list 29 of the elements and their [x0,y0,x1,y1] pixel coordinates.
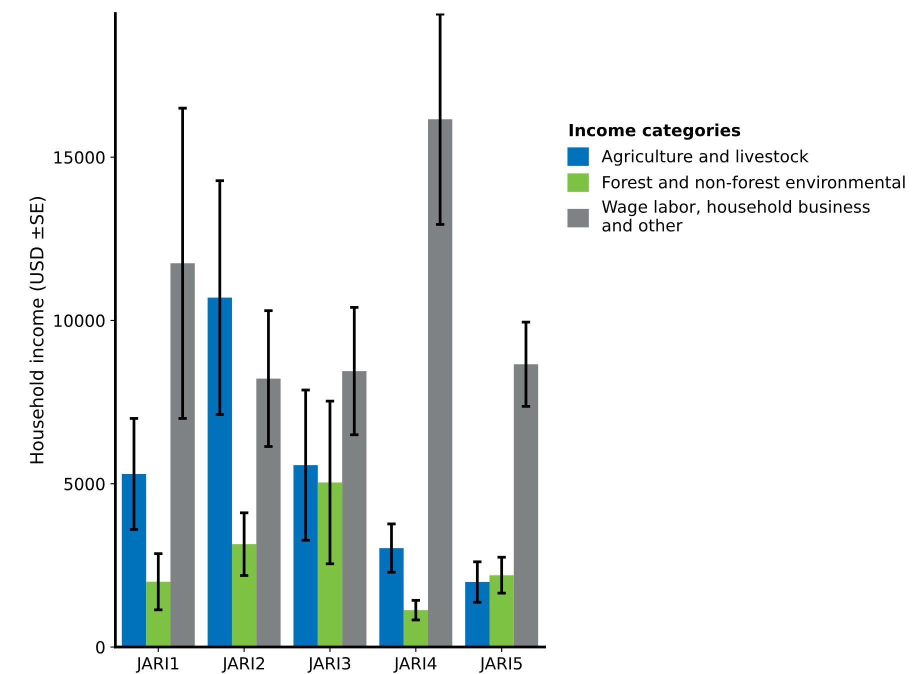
y-tick-label: 10000 [54,314,105,328]
bar [514,364,538,648]
bar [208,298,232,648]
bar [232,544,256,648]
bar [256,378,281,648]
bar [146,582,170,648]
legend-label: Forest and non-forest environmental [603,176,905,188]
legend-label: Wage labor, household business and other [602,200,870,232]
legend-label: Agriculture and livestock [602,150,809,166]
legend-title: Income categories [570,124,740,140]
bar [379,548,404,648]
y-axis-title: Household income (USD ±SE) [30,197,46,464]
x-tick-label: JARI3 [308,657,350,673]
bar [170,263,195,648]
bar [428,119,452,648]
bar [404,610,428,648]
y-tick-label: 0 [96,641,105,654]
y-tick-label: 5000 [64,478,105,490]
bar [489,575,514,648]
y-tick-label: 15000 [54,151,105,164]
bar [342,371,366,648]
bar [318,482,342,648]
bar [465,582,490,648]
bar [293,465,318,648]
x-tick-label: JARI2 [222,657,264,673]
x-tick-label: JARI4 [393,657,436,673]
x-tick-label: JARI1 [136,657,178,673]
bar [122,474,146,648]
x-tick-label: JARI5 [479,657,522,673]
